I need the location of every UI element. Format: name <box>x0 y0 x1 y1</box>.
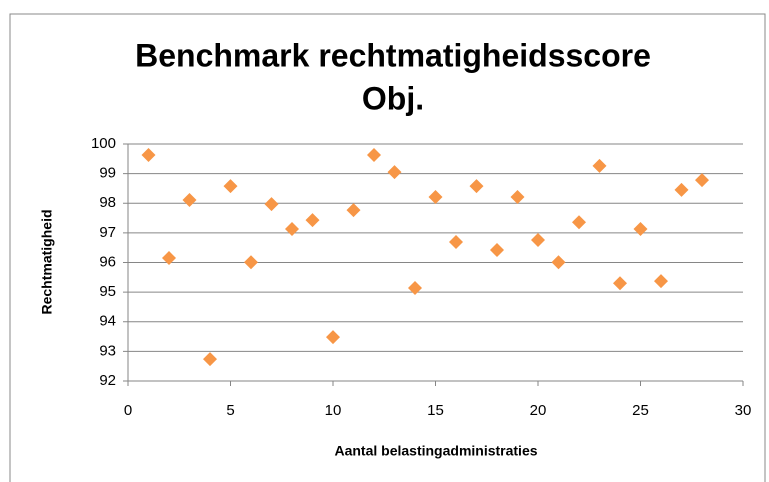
marker <box>490 243 504 258</box>
x-tick-label: 25 <box>632 402 649 419</box>
y-tick-label: 96 <box>99 253 116 270</box>
marker <box>531 232 545 247</box>
marker <box>551 255 566 270</box>
chart-title: Benchmark rechtmatigheidsscore <box>135 37 651 73</box>
x-axis-title: Aantal belastingadministraties <box>334 443 537 459</box>
marker <box>572 215 586 230</box>
marker <box>141 147 156 162</box>
marker <box>285 222 299 237</box>
x-tick-label: 0 <box>124 402 132 419</box>
marker <box>592 158 607 173</box>
y-tick-label: 94 <box>99 313 116 330</box>
marker <box>613 276 627 291</box>
y-axis-title: Rechtmatigheid <box>39 209 55 314</box>
y-tick-label: 99 <box>99 165 116 182</box>
x-tick-label: 5 <box>226 402 234 419</box>
marker <box>428 190 443 205</box>
chart-title: Obj. <box>362 80 424 116</box>
y-tick-label: 97 <box>99 224 116 241</box>
y-tick-label: 98 <box>99 194 116 211</box>
marker <box>223 179 238 194</box>
marker <box>695 173 709 188</box>
marker <box>654 274 668 289</box>
marker <box>305 213 320 228</box>
chart-border <box>9 13 766 482</box>
y-tick-label: 95 <box>99 283 116 300</box>
x-tick-label: 30 <box>735 402 752 419</box>
marker <box>264 197 279 212</box>
marker <box>469 179 484 194</box>
x-tick-label: 15 <box>427 402 444 419</box>
marker <box>387 165 402 180</box>
marker <box>633 222 648 237</box>
marker <box>674 182 689 197</box>
marker <box>326 330 340 345</box>
x-tick-label: 10 <box>325 402 342 419</box>
x-tick-label: 20 <box>530 402 547 419</box>
marker <box>203 352 217 367</box>
marker <box>449 235 463 250</box>
marker <box>346 203 361 218</box>
marker <box>408 280 422 295</box>
marker <box>182 192 197 207</box>
marker <box>244 255 258 270</box>
marker <box>367 147 381 162</box>
y-tick-label: 93 <box>99 342 116 359</box>
y-tick-label: 92 <box>99 372 116 389</box>
marker <box>510 190 525 205</box>
y-tick-label: 100 <box>91 135 116 152</box>
marker <box>162 251 176 266</box>
